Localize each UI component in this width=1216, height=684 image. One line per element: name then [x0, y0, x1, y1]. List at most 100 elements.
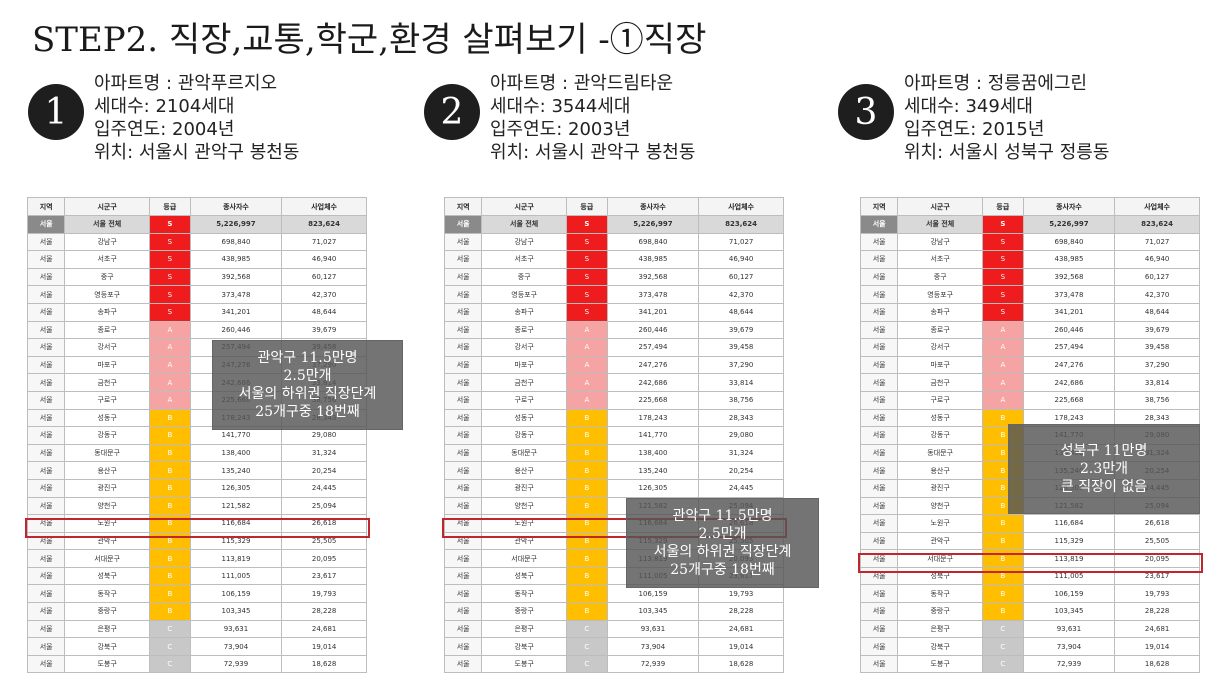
employees-cell: 5,226,997 — [606, 215, 700, 234]
district-cell: 강동구 — [481, 426, 568, 445]
grade-cell: A — [566, 320, 608, 340]
district-cell: 송파구 — [64, 302, 151, 322]
employees-cell: 373,478 — [606, 285, 700, 304]
region-cell: 서울 — [26, 654, 66, 674]
district-cell: 서울 전체 — [64, 215, 151, 234]
region-cell: 서울 — [26, 531, 66, 551]
region-cell: 서울 — [859, 496, 899, 516]
businesses-cell: 48,644 — [281, 302, 367, 322]
businesses-cell: 18,628 — [281, 654, 367, 674]
region-cell: 서울 — [26, 355, 66, 375]
businesses-cell: 28,228 — [698, 602, 784, 621]
table-row: 서울 중랑구 B 103,345 28,228 — [26, 602, 367, 621]
table-row: 서울 서초구 S 438,985 46,940 — [859, 250, 1200, 269]
district-cell: 용산구 — [481, 461, 568, 480]
region-cell: 서울 — [443, 373, 483, 392]
grade-cell: B — [566, 514, 608, 533]
employees-cell: 392,568 — [606, 267, 700, 287]
district-cell: 영등포구 — [64, 285, 151, 304]
employees-cell: 103,345 — [1022, 602, 1116, 621]
note-line: 관악구 11.5만명 — [672, 508, 773, 524]
table-row: 서울 서울 전체 S 5,226,997 823,624 — [443, 215, 784, 234]
businesses-cell: 24,445 — [698, 478, 784, 498]
district-cell: 동대문구 — [897, 443, 984, 463]
region-cell: 서울 — [26, 514, 66, 533]
district-cell: 성동구 — [897, 408, 984, 428]
businesses-cell: 25,094 — [281, 496, 367, 516]
region-cell: 서울 — [26, 338, 66, 357]
region-cell: 서울 — [443, 654, 483, 674]
grade-cell: A — [566, 338, 608, 357]
district-cell: 강남구 — [481, 232, 568, 252]
district-cell: 성북구 — [481, 566, 568, 586]
region-cell: 서울 — [443, 496, 483, 516]
grade-cell: B — [566, 602, 608, 621]
table-row: 서울 도봉구 C 72,939 18,628 — [443, 654, 784, 674]
region-cell: 서울 — [859, 373, 899, 392]
region-cell: 서울 — [859, 285, 899, 304]
employees-cell: 341,201 — [1022, 302, 1116, 322]
region-cell: 서울 — [859, 566, 899, 586]
region-cell: 서울 — [859, 426, 899, 445]
businesses-cell: 37,290 — [698, 355, 784, 375]
district-cell: 성북구 — [64, 566, 151, 586]
district-cell: 관악구 — [897, 531, 984, 551]
employees-cell: 116,684 — [189, 514, 283, 533]
region-cell: 서울 — [26, 496, 66, 516]
note-line: 서울의 하위권 직장단계 — [653, 544, 792, 560]
employees-cell: 260,446 — [1022, 320, 1116, 340]
businesses-cell: 39,458 — [1114, 338, 1200, 357]
grade-cell: B — [566, 584, 608, 604]
district-cell: 강남구 — [64, 232, 151, 252]
businesses-cell: 823,624 — [1114, 215, 1200, 234]
employees-cell: 698,840 — [1022, 232, 1116, 252]
table-header: 종사자수 — [1022, 197, 1116, 216]
district-cell: 중랑구 — [481, 602, 568, 621]
district-cell: 관악구 — [481, 531, 568, 551]
grade-cell: A — [982, 320, 1024, 340]
grade-cell: S — [982, 302, 1024, 322]
employees-cell: 113,819 — [189, 549, 283, 568]
district-cell: 구로구 — [481, 390, 568, 410]
businesses-cell: 60,127 — [698, 267, 784, 287]
businesses-cell: 33,814 — [698, 373, 784, 392]
table-header: 등급 — [982, 197, 1024, 216]
district-cell: 금천구 — [897, 373, 984, 392]
employees-cell: 438,985 — [1022, 250, 1116, 269]
district-cell: 구로구 — [897, 390, 984, 410]
grade-cell: C — [566, 637, 608, 656]
grade-cell: A — [149, 390, 191, 410]
grade-cell: S — [149, 215, 191, 234]
table-row: 서울 도봉구 C 72,939 18,628 — [26, 654, 367, 674]
region-cell: 서울 — [859, 478, 899, 498]
grade-cell: S — [149, 285, 191, 304]
household-count: 세대수: 3544세대 — [490, 96, 631, 117]
district-cell: 마포구 — [897, 355, 984, 375]
grade-cell: S — [566, 250, 608, 269]
grade-cell: A — [982, 355, 1024, 375]
employees-cell: 121,582 — [189, 496, 283, 516]
employees-cell: 93,631 — [606, 619, 700, 639]
district-cell: 서초구 — [897, 250, 984, 269]
region-cell: 서울 — [26, 390, 66, 410]
apartment-info: 아파트명 : 관악푸르지오 세대수: 2104세대 입주연도: 2004년 위치… — [94, 72, 299, 164]
employees-cell: 242,686 — [606, 373, 700, 392]
region-cell: 서울 — [443, 408, 483, 428]
number-badge: 1 — [28, 84, 84, 140]
businesses-cell: 31,324 — [698, 443, 784, 463]
grade-cell: B — [566, 549, 608, 568]
businesses-cell: 71,027 — [1114, 232, 1200, 252]
table-row: 서울 강남구 S 698,840 71,027 — [26, 232, 367, 252]
employees-cell: 141,770 — [606, 426, 700, 445]
region-cell: 서울 — [859, 654, 899, 674]
table-row: 서울 종로구 A 260,446 39,679 — [443, 320, 784, 340]
district-cell: 강동구 — [64, 426, 151, 445]
grade-cell: A — [566, 355, 608, 375]
district-cell: 동대문구 — [64, 443, 151, 463]
region-cell: 서울 — [26, 408, 66, 428]
grade-cell: B — [149, 566, 191, 586]
